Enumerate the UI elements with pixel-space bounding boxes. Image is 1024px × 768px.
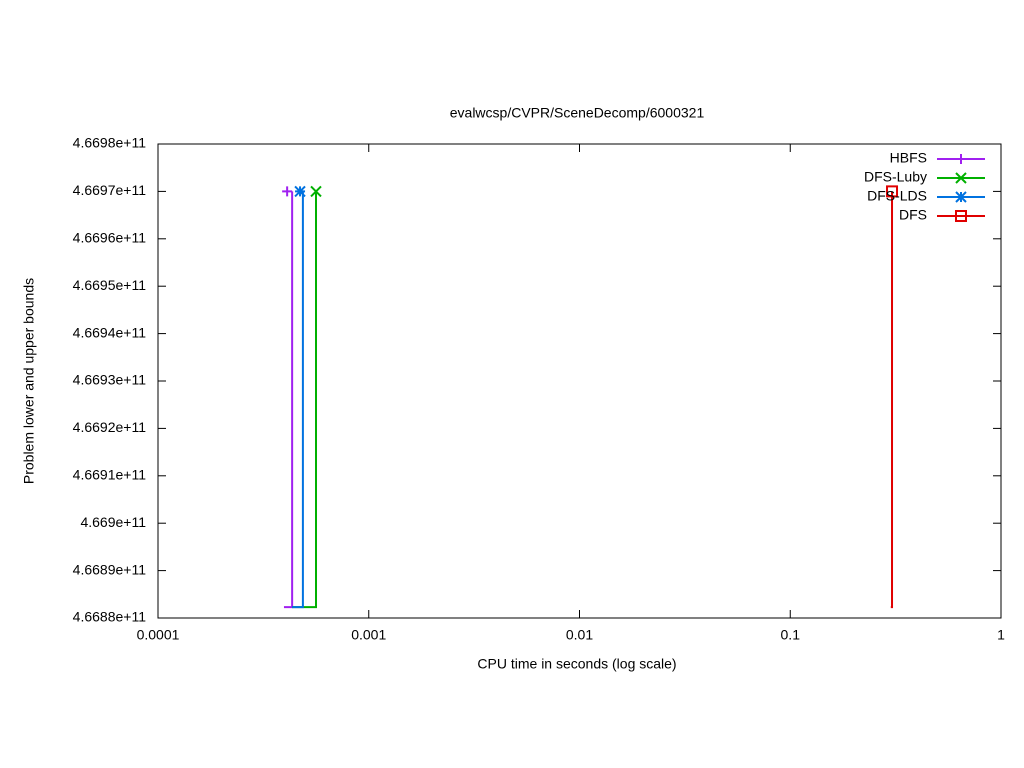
marker xyxy=(886,185,899,198)
legend-label: DFS-Luby xyxy=(864,169,927,185)
x-tick-label: 0.001 xyxy=(351,627,386,643)
marker xyxy=(310,185,322,198)
x-tick-label: 0.1 xyxy=(781,627,801,643)
chart-title: evalwcsp/CVPR/SceneDecomp/6000321 xyxy=(450,105,705,121)
y-tick-label: 4.6693e+11 xyxy=(73,372,147,388)
marker xyxy=(955,172,967,184)
marker xyxy=(955,210,967,222)
marker xyxy=(955,191,967,203)
marker xyxy=(294,185,306,198)
y-tick-label: 4.6688e+11 xyxy=(73,609,147,625)
legend-label: DFS xyxy=(899,207,927,223)
marker xyxy=(956,154,966,164)
y-tick-label: 4.6692e+11 xyxy=(73,419,147,435)
y-tick-label: 4.6697e+11 xyxy=(73,182,147,198)
y-tick-label: 4.6689e+11 xyxy=(73,561,147,577)
x-tick-label: 1 xyxy=(997,627,1005,643)
y-tick-label: 4.6691e+11 xyxy=(73,467,147,483)
series-line xyxy=(890,191,894,609)
legend-label: HBFS xyxy=(890,150,927,166)
x-tick-label: 0.01 xyxy=(566,627,593,643)
x-tick-label: 0.0001 xyxy=(137,627,180,643)
series-line xyxy=(292,191,304,609)
y-axis-label: Problem lower and upper bounds xyxy=(21,278,37,484)
y-tick-label: 4.6695e+11 xyxy=(73,277,147,293)
marker xyxy=(282,186,293,197)
x-axis-label: CPU time in seconds (log scale) xyxy=(477,656,676,672)
plot-frame xyxy=(157,143,1002,619)
legend-label: DFS-LDS xyxy=(867,188,927,204)
y-tick-label: 4.6694e+11 xyxy=(73,324,147,340)
y-tick-label: 4.6696e+11 xyxy=(73,230,147,246)
series-line xyxy=(292,191,318,609)
y-tick-label: 4.6698e+11 xyxy=(73,135,147,151)
series-line xyxy=(283,191,294,609)
y-tick-label: 4.669e+11 xyxy=(80,514,146,530)
